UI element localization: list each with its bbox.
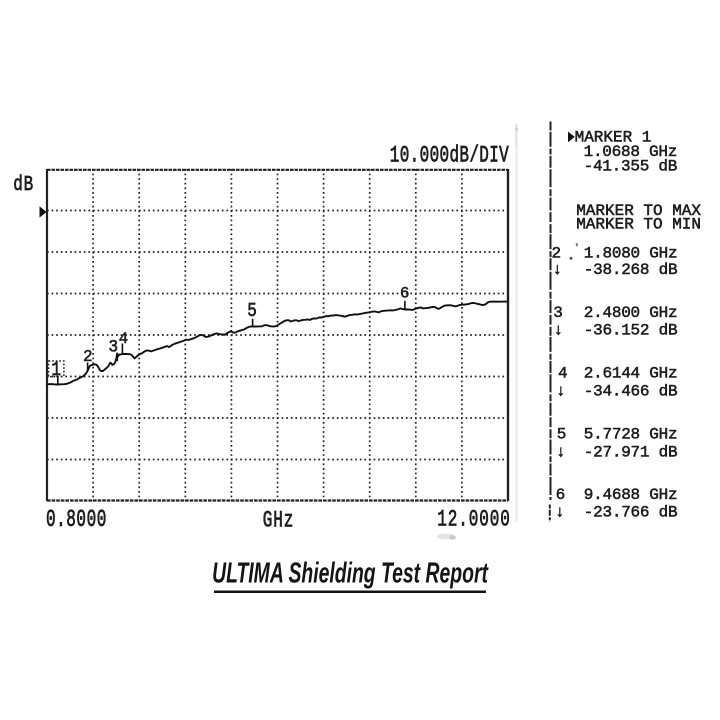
svg-text:dB: dB — [13, 173, 34, 197]
svg-text:6: 6 — [556, 486, 566, 504]
svg-text:0.8000: 0.8000 — [46, 507, 107, 534]
svg-text:4: 4 — [119, 330, 129, 348]
svg-text:-34.466 dB: -34.466 dB — [584, 382, 678, 400]
svg-text:2.4800 GHz: 2.4800 GHz — [584, 304, 678, 322]
svg-text:2: 2 — [552, 244, 562, 262]
svg-text:4: 4 — [558, 365, 568, 383]
svg-text:↓: ↓ — [554, 322, 564, 340]
svg-text:-36.152 dB: -36.152 dB — [584, 322, 678, 340]
svg-text:ULTIMA Shielding Test Report: ULTIMA Shielding Test Report — [212, 558, 489, 590]
svg-text:↓: ↓ — [556, 382, 566, 400]
svg-text:-27.971 dB: -27.971 dB — [584, 444, 678, 462]
svg-text:3: 3 — [109, 337, 119, 357]
svg-text:10.000dB/DIV: 10.000dB/DIV — [390, 142, 509, 169]
svg-text:9.4688 GHz: 9.4688 GHz — [584, 486, 678, 504]
svg-text:GHz: GHz — [263, 508, 294, 533]
svg-text:3: 3 — [553, 304, 563, 322]
svg-text:-23.766 dB: -23.766 dB — [584, 504, 678, 522]
svg-text:MARKER 1: MARKER 1 — [575, 129, 652, 147]
svg-text:1.8080 GHz: 1.8080 GHz — [584, 244, 678, 262]
svg-text:↓: ↓ — [555, 504, 565, 522]
svg-text:5: 5 — [557, 426, 567, 444]
svg-text:2.6144 GHz: 2.6144 GHz — [584, 365, 678, 383]
svg-text:↓: ↓ — [553, 261, 563, 279]
svg-text:-38.268 dB: -38.268 dB — [584, 261, 678, 279]
svg-text:5.7728 GHz: 5.7728 GHz — [584, 426, 678, 444]
svg-text:MARKER TO MIN: MARKER TO MIN — [576, 216, 701, 234]
svg-text:↓: ↓ — [556, 444, 566, 462]
svg-text:6: 6 — [400, 285, 410, 303]
svg-text:1: 1 — [51, 360, 61, 382]
svg-text:MARKER TO MAX: MARKER TO MAX — [576, 202, 701, 220]
svg-text:12.0000: 12.0000 — [437, 507, 510, 534]
svg-text:-41.355 dB: -41.355 dB — [584, 158, 678, 176]
svg-text:2: 2 — [83, 347, 93, 366]
svg-text:5: 5 — [247, 301, 257, 323]
svg-text:1.0688 GHz: 1.0688 GHz — [584, 143, 678, 161]
